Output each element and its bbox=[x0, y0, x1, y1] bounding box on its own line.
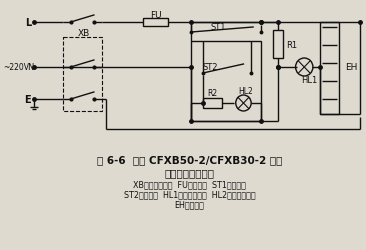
Bar bbox=[191, 42, 261, 121]
Circle shape bbox=[296, 59, 313, 77]
Text: 图 6-6  柏力 CFXB50-2/CFXB30-2 豪华: 图 6-6 柏力 CFXB50-2/CFXB30-2 豪华 bbox=[97, 154, 282, 164]
Text: E: E bbox=[25, 94, 31, 104]
Text: FU: FU bbox=[150, 10, 161, 20]
Bar bbox=[203, 98, 222, 108]
Text: HL2: HL2 bbox=[238, 87, 253, 96]
Text: XB、电源控制器  FU、熔断器  ST1、限温器: XB、电源控制器 FU、熔断器 ST1、限温器 bbox=[133, 180, 246, 189]
Text: HL1: HL1 bbox=[301, 76, 317, 85]
Text: EH、发热器: EH、发热器 bbox=[175, 200, 204, 209]
Text: ST2、保温器  HL1、煮饭指示灯  HL2、保温指示灯: ST2、保温器 HL1、煮饭指示灯 HL2、保温指示灯 bbox=[124, 190, 255, 199]
Circle shape bbox=[236, 96, 251, 112]
Bar bbox=[320, 23, 339, 114]
Text: L: L bbox=[25, 18, 31, 28]
Bar bbox=[143, 19, 168, 27]
Text: XB: XB bbox=[78, 30, 90, 38]
Text: 西施电饭锅电路图: 西施电饭锅电路图 bbox=[164, 167, 214, 177]
Text: N: N bbox=[27, 63, 33, 72]
Text: R1: R1 bbox=[286, 40, 297, 49]
Text: ST2: ST2 bbox=[203, 63, 219, 72]
Bar bbox=[63, 38, 102, 112]
Text: R2: R2 bbox=[208, 89, 218, 98]
Text: ~220V: ~220V bbox=[3, 63, 29, 72]
Text: ST1: ST1 bbox=[210, 24, 226, 32]
Bar bbox=[273, 31, 283, 59]
Text: EH: EH bbox=[345, 63, 357, 72]
